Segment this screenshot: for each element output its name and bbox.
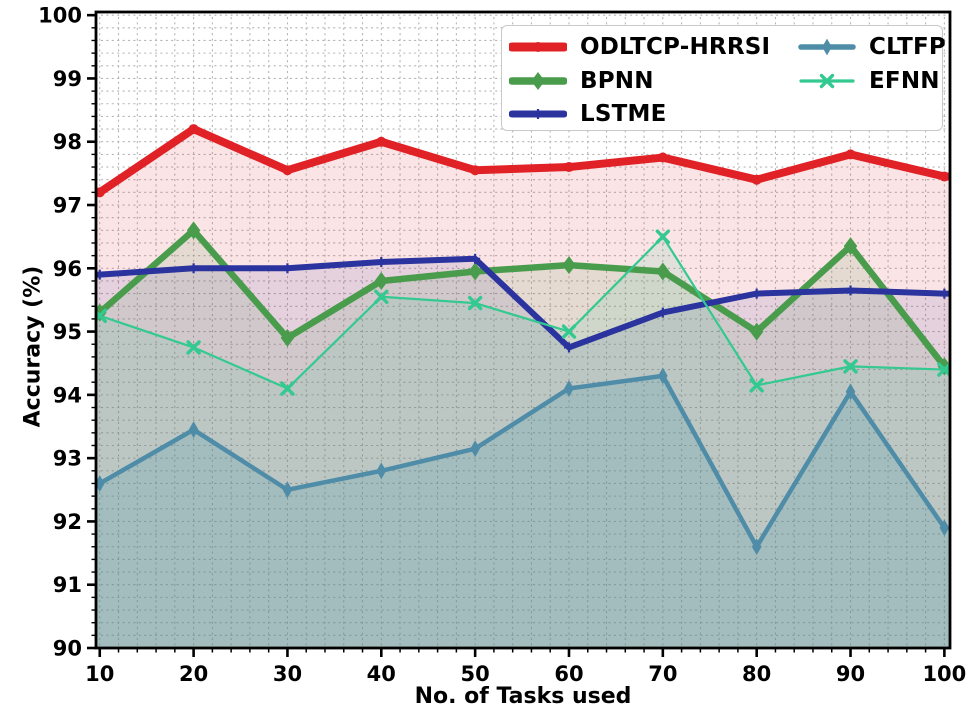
x-tick-label: 10 (85, 662, 114, 686)
x-tick-label: 50 (461, 662, 490, 686)
legend-item-bpnn: BPNN (509, 66, 654, 96)
series-fill-efnn (96, 236, 950, 648)
y-tick-label: 90 (53, 637, 82, 661)
x-tick-label: 90 (836, 662, 865, 686)
x-tick-label: 20 (179, 662, 208, 686)
legend-item-label: BPNN (580, 68, 654, 94)
y-axis-tick-labels: 90 91 92 93 94 95 96 97 98 99 100 (38, 4, 82, 661)
legend-item-odltcp-hrrsi: ODLTCP-HRRSI (509, 32, 770, 62)
y-tick-label: 100 (38, 4, 82, 28)
series-fill-odltcp-hrrsi (96, 129, 950, 648)
y-tick-label: 92 (53, 510, 82, 534)
x-tick-label: 80 (742, 662, 771, 686)
legend-sample-circle-icon (509, 42, 567, 52)
series-fill-cltfp (96, 375, 950, 648)
series-line-lstme (96, 253, 950, 353)
legend-sample-diamond-thin-icon (798, 38, 856, 56)
legend: ODLTCP-HRRSI BPNN LSTME CLTFP EFNN (501, 25, 946, 131)
y-tick-label: 97 (53, 194, 82, 218)
y-tick-label: 98 (53, 130, 82, 154)
x-tick-label: 100 (922, 662, 966, 686)
legend-item-label: EFNN (869, 68, 940, 94)
series-fill-lstme (96, 258, 950, 648)
legend-item-cltfp: CLTFP (798, 32, 946, 62)
y-tick-label: 95 (53, 320, 82, 344)
legend-item-label: ODLTCP-HRRSI (580, 34, 771, 60)
legend-item-label: CLTFP (869, 34, 946, 60)
y-tick-label: 91 (53, 573, 82, 597)
y-tick-label: 94 (53, 383, 82, 407)
legend-item-label: LSTME (580, 101, 667, 127)
x-tick-label: 60 (554, 662, 583, 686)
x-tick-label: 70 (648, 662, 677, 686)
x-axis-tick-labels: 10 20 30 40 50 60 70 80 90 100 (85, 662, 966, 686)
series-line-bpnn (96, 221, 950, 376)
x-axis-title: No. of Tasks used (414, 684, 632, 709)
x-tick-label: 30 (273, 662, 302, 686)
series-line-odltcp-hrrsi (96, 124, 950, 198)
legend-item-lstme: LSTME (509, 99, 667, 129)
series-line-cltfp (96, 367, 950, 556)
series-line-efnn (96, 229, 950, 396)
plot-border (94, 10, 952, 650)
legend-sample-plus-icon (509, 109, 567, 119)
y-tick-label: 93 (53, 447, 82, 471)
y-tick-label: 99 (53, 67, 82, 91)
legend-item-efnn: EFNN (798, 66, 940, 96)
y-axis-title: Accuracy (%) (20, 265, 46, 428)
y-tick-label: 96 (53, 257, 82, 281)
series-fills (96, 129, 950, 648)
series-fill-bpnn (96, 230, 950, 648)
legend-sample-x-icon (799, 73, 855, 89)
legend-sample-diamond-icon (509, 72, 567, 90)
x-tick-label: 40 (367, 662, 396, 686)
